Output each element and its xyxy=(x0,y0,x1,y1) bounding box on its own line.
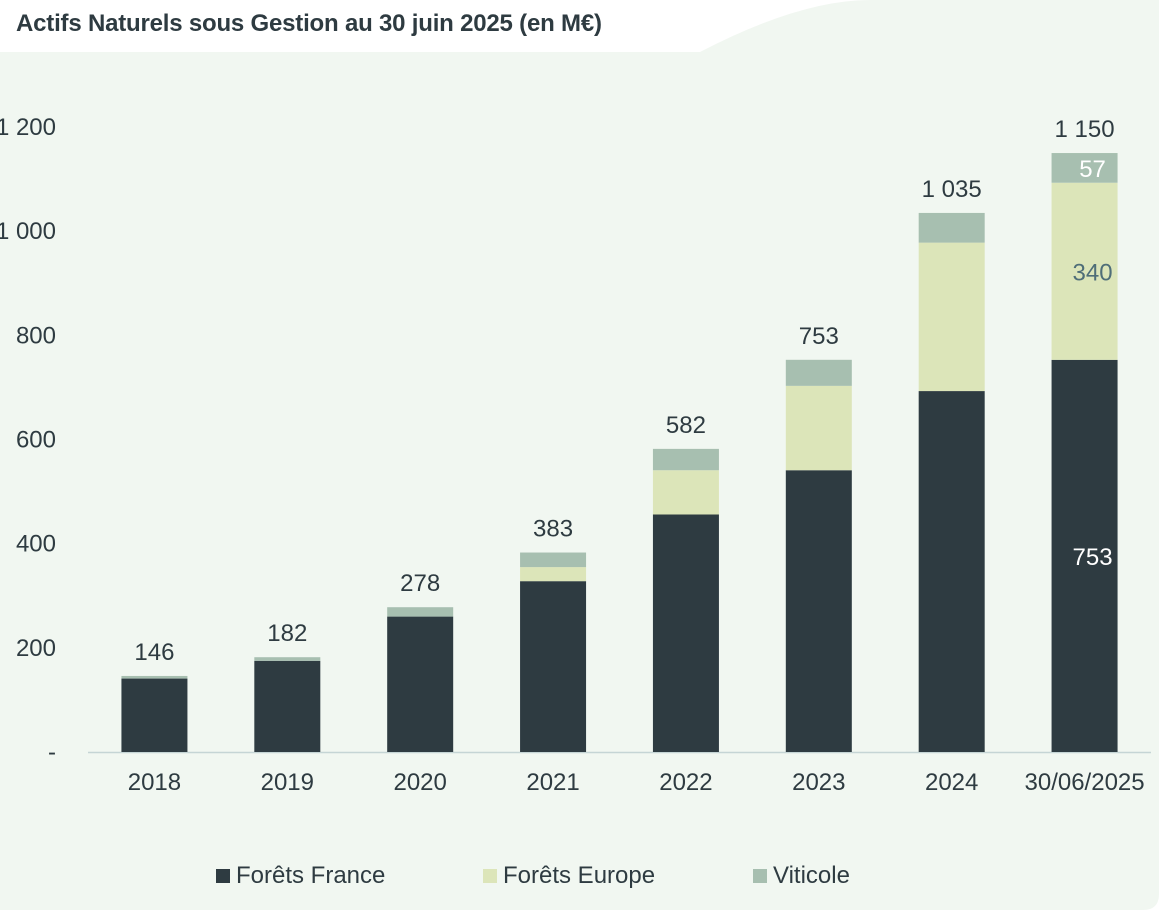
legend-label: Forêts Europe xyxy=(503,862,656,889)
bar-segment-1 xyxy=(121,678,188,752)
bar-segment-2 xyxy=(520,567,587,582)
y-tick-label: 800 xyxy=(16,322,56,349)
legend-swatch-viticole xyxy=(753,869,767,883)
x-tick-label: 2023 xyxy=(792,769,845,796)
bar-segment-1 xyxy=(918,391,985,752)
bar-segment-3 xyxy=(520,552,587,568)
bar-segment-3 xyxy=(1051,153,1118,183)
segment-label: 57 xyxy=(1079,156,1106,183)
segment-label: 340 xyxy=(1073,259,1113,286)
bar-segment-2 xyxy=(785,385,852,471)
bar-segment-1 xyxy=(387,616,454,752)
bar-segment-1 xyxy=(520,581,587,752)
bar-segment-2 xyxy=(1051,182,1118,360)
total-label: 582 xyxy=(666,412,706,439)
bar-segment-1 xyxy=(254,660,321,752)
legend-label: Viticole xyxy=(773,862,850,889)
y-tick-label: - xyxy=(48,739,56,766)
x-tick-label: 30/06/2025 xyxy=(1025,769,1145,796)
total-label: 753 xyxy=(799,323,839,350)
legend-item-forets-france: Forêts France xyxy=(216,862,385,890)
bar-segment-2 xyxy=(918,242,985,392)
chart-title: Actifs Naturels sous Gestion au 30 juin … xyxy=(16,10,602,37)
legend-item-viticole: Viticole xyxy=(753,862,850,890)
x-tick-label: 2022 xyxy=(659,769,712,796)
total-label: 1 035 xyxy=(922,176,982,203)
total-label: 182 xyxy=(267,620,307,647)
x-tick-label: 2018 xyxy=(128,769,181,796)
y-tick-label: 1 000 xyxy=(0,218,56,245)
segment-label: 753 xyxy=(1073,544,1113,571)
y-tick-label: 400 xyxy=(16,531,56,558)
total-label: 383 xyxy=(533,516,573,543)
bar-segment-3 xyxy=(121,675,188,679)
total-label: 1 150 xyxy=(1055,116,1115,143)
total-label: 278 xyxy=(400,570,440,597)
legend-label: Forêts France xyxy=(236,862,386,889)
bar-segment-3 xyxy=(254,657,321,661)
x-tick-label: 2019 xyxy=(261,769,314,796)
x-tick-label: 2021 xyxy=(526,769,579,796)
bar-segment-1 xyxy=(785,470,852,752)
bar-segment-1 xyxy=(652,514,719,752)
x-tick-label: 2020 xyxy=(393,769,446,796)
legend-item-forets-europe: Forêts Europe xyxy=(483,862,655,890)
bar-segment-3 xyxy=(652,448,719,471)
bar-segment-1 xyxy=(1051,359,1118,752)
legend-swatch-forets-europe xyxy=(483,869,497,883)
legend-swatch-forets-france xyxy=(216,869,230,883)
bar-segment-3 xyxy=(387,607,454,617)
total-label: 146 xyxy=(134,639,174,666)
y-tick-label: 1 200 xyxy=(0,114,56,141)
legend: Forêts France Forêts Europe Viticole xyxy=(0,862,1159,894)
stacked-bar-chart: - 200 400 600 800 1 000 1 200 2018 146 2019 182 202… xyxy=(0,114,1151,796)
y-tick-label: 600 xyxy=(16,427,56,454)
y-tick-label: 200 xyxy=(16,635,56,662)
x-tick-label: 2024 xyxy=(925,769,978,796)
bar-segment-3 xyxy=(785,359,852,386)
bar-segment-3 xyxy=(918,212,985,243)
bar-segment-2 xyxy=(652,470,719,515)
